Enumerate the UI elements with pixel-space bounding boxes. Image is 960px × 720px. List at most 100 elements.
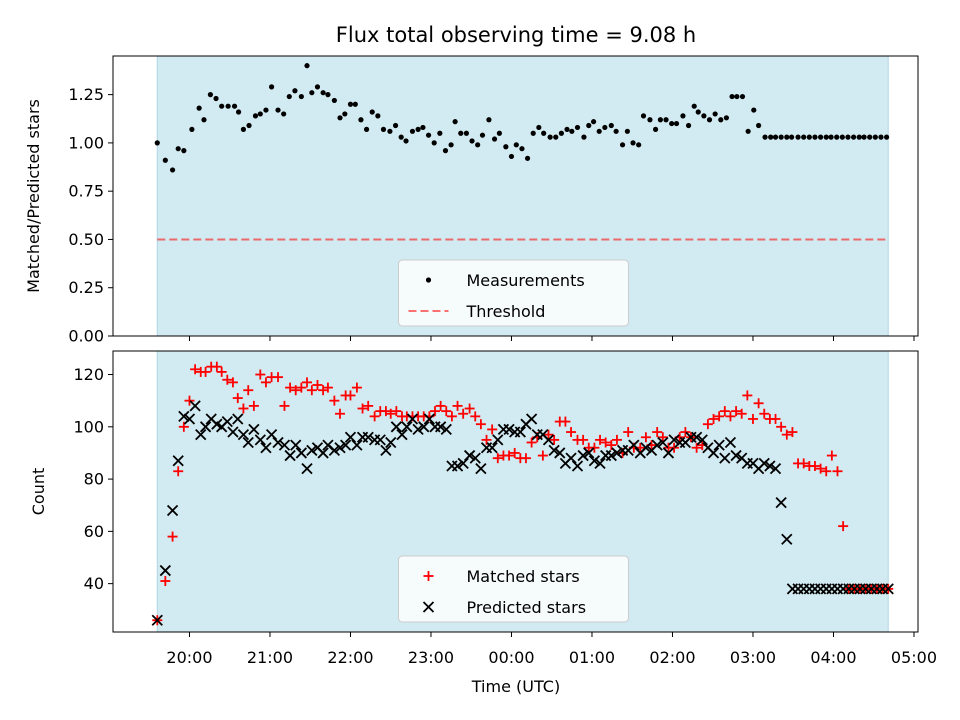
measurement-point xyxy=(358,117,364,123)
measurement-point xyxy=(508,153,515,160)
x-tick-label: 21:00 xyxy=(247,648,293,667)
predicted-star-point xyxy=(611,447,623,459)
x-tick-label: 05:00 xyxy=(891,648,937,667)
matched-star-point xyxy=(776,421,787,432)
measurement-point xyxy=(851,134,857,140)
axes-frame xyxy=(112,350,919,633)
measurement-point xyxy=(586,122,592,129)
matched-star-point xyxy=(446,411,457,422)
matched-star-point xyxy=(173,466,184,477)
matched-star-point xyxy=(826,450,837,461)
measurement-point xyxy=(442,148,449,154)
measurement-point xyxy=(751,107,757,113)
legend-marker-measurements xyxy=(425,277,432,283)
measurement-point xyxy=(425,132,432,138)
measurement-point xyxy=(231,103,238,109)
predicted-star-point xyxy=(362,431,374,443)
y-tick-label: 1.00 xyxy=(68,133,104,152)
measurement-point xyxy=(695,109,701,115)
measurement-point xyxy=(636,142,642,148)
matched-star-point xyxy=(279,400,290,411)
predicted-star-point xyxy=(183,413,196,425)
y-tick-label: 100 xyxy=(73,417,104,436)
measurement-point xyxy=(257,111,263,117)
measurement-point xyxy=(347,101,354,107)
measurement-point xyxy=(519,146,525,152)
matched-star-point xyxy=(335,408,346,419)
measurement-point xyxy=(162,157,168,163)
matched-star-point xyxy=(243,385,254,396)
predicted-star-point xyxy=(514,426,526,438)
predicted-star-point xyxy=(640,442,652,454)
measurement-point xyxy=(458,130,464,136)
predicted-star-point xyxy=(390,421,402,433)
x-tick-label: 02:00 xyxy=(649,648,695,667)
measurement-point xyxy=(536,124,542,131)
matched-star-point xyxy=(357,403,368,414)
y-tick-label: 0.00 xyxy=(68,327,104,346)
predicted-star-point xyxy=(306,444,318,456)
matched-star-point xyxy=(652,427,663,438)
measurement-point xyxy=(469,138,475,144)
measurement-point xyxy=(437,130,443,136)
predicted-star-point xyxy=(525,413,538,425)
measurement-point xyxy=(734,93,740,100)
measurement-point xyxy=(613,128,619,134)
matched-star-point xyxy=(560,416,571,427)
matched-star-point xyxy=(452,400,463,411)
predicted-star-point xyxy=(440,423,452,436)
predicted-star-point xyxy=(232,413,244,425)
measurement-point xyxy=(756,122,762,129)
measurement-point xyxy=(292,88,298,94)
y-tick-label: 40 xyxy=(84,574,104,593)
measurement-point xyxy=(812,134,818,140)
measurement-point xyxy=(213,95,219,102)
matched-star-point xyxy=(640,432,651,443)
measurement-point xyxy=(801,134,807,140)
measurement-point xyxy=(878,134,884,140)
matched-star-point xyxy=(464,403,475,414)
matched-star-point xyxy=(178,421,189,432)
predicted-star-point xyxy=(290,439,302,451)
y-tick-label: 0.50 xyxy=(68,230,104,249)
matched-star-point xyxy=(470,411,481,422)
measurement-point xyxy=(181,148,187,154)
measurement-point xyxy=(845,134,851,140)
predicted-star-point xyxy=(583,447,595,459)
predicted-star-point xyxy=(769,462,782,475)
measurement-point xyxy=(652,126,659,132)
matched-star-point xyxy=(736,408,747,419)
measurement-point xyxy=(806,134,812,140)
matched-star-point xyxy=(238,403,249,414)
predicted-star-point xyxy=(272,436,284,449)
predicted-star-point xyxy=(284,449,296,462)
measurement-point xyxy=(486,117,492,123)
legend-marker-predicted xyxy=(422,601,435,613)
matched-star-point xyxy=(430,406,440,417)
measurement-point xyxy=(309,90,315,96)
predicted-star-point xyxy=(486,442,498,454)
predicted-star-point xyxy=(237,429,250,441)
measurement-point xyxy=(369,109,375,115)
measurement-point xyxy=(475,142,481,148)
matched-star-point xyxy=(273,372,284,383)
measurement-point xyxy=(691,103,697,109)
predicted-star-point xyxy=(199,421,212,433)
predicted-star-point xyxy=(492,434,504,446)
predicted-star-point xyxy=(775,496,787,509)
measurement-point xyxy=(624,128,630,134)
predicted-star-point xyxy=(781,533,793,545)
matched-star-point xyxy=(815,463,826,474)
matched-star-point xyxy=(770,413,781,424)
y-axis-label: Count xyxy=(29,468,48,516)
measurement-point xyxy=(669,120,675,127)
predicted-star-point xyxy=(227,426,239,438)
measurement-point xyxy=(630,140,636,146)
measurement-point xyxy=(420,124,426,131)
legend-box xyxy=(398,555,629,623)
measurement-point xyxy=(431,140,437,146)
measurement-point xyxy=(823,134,829,140)
matched-star-point xyxy=(742,390,753,401)
predicted-star-point xyxy=(401,421,413,433)
